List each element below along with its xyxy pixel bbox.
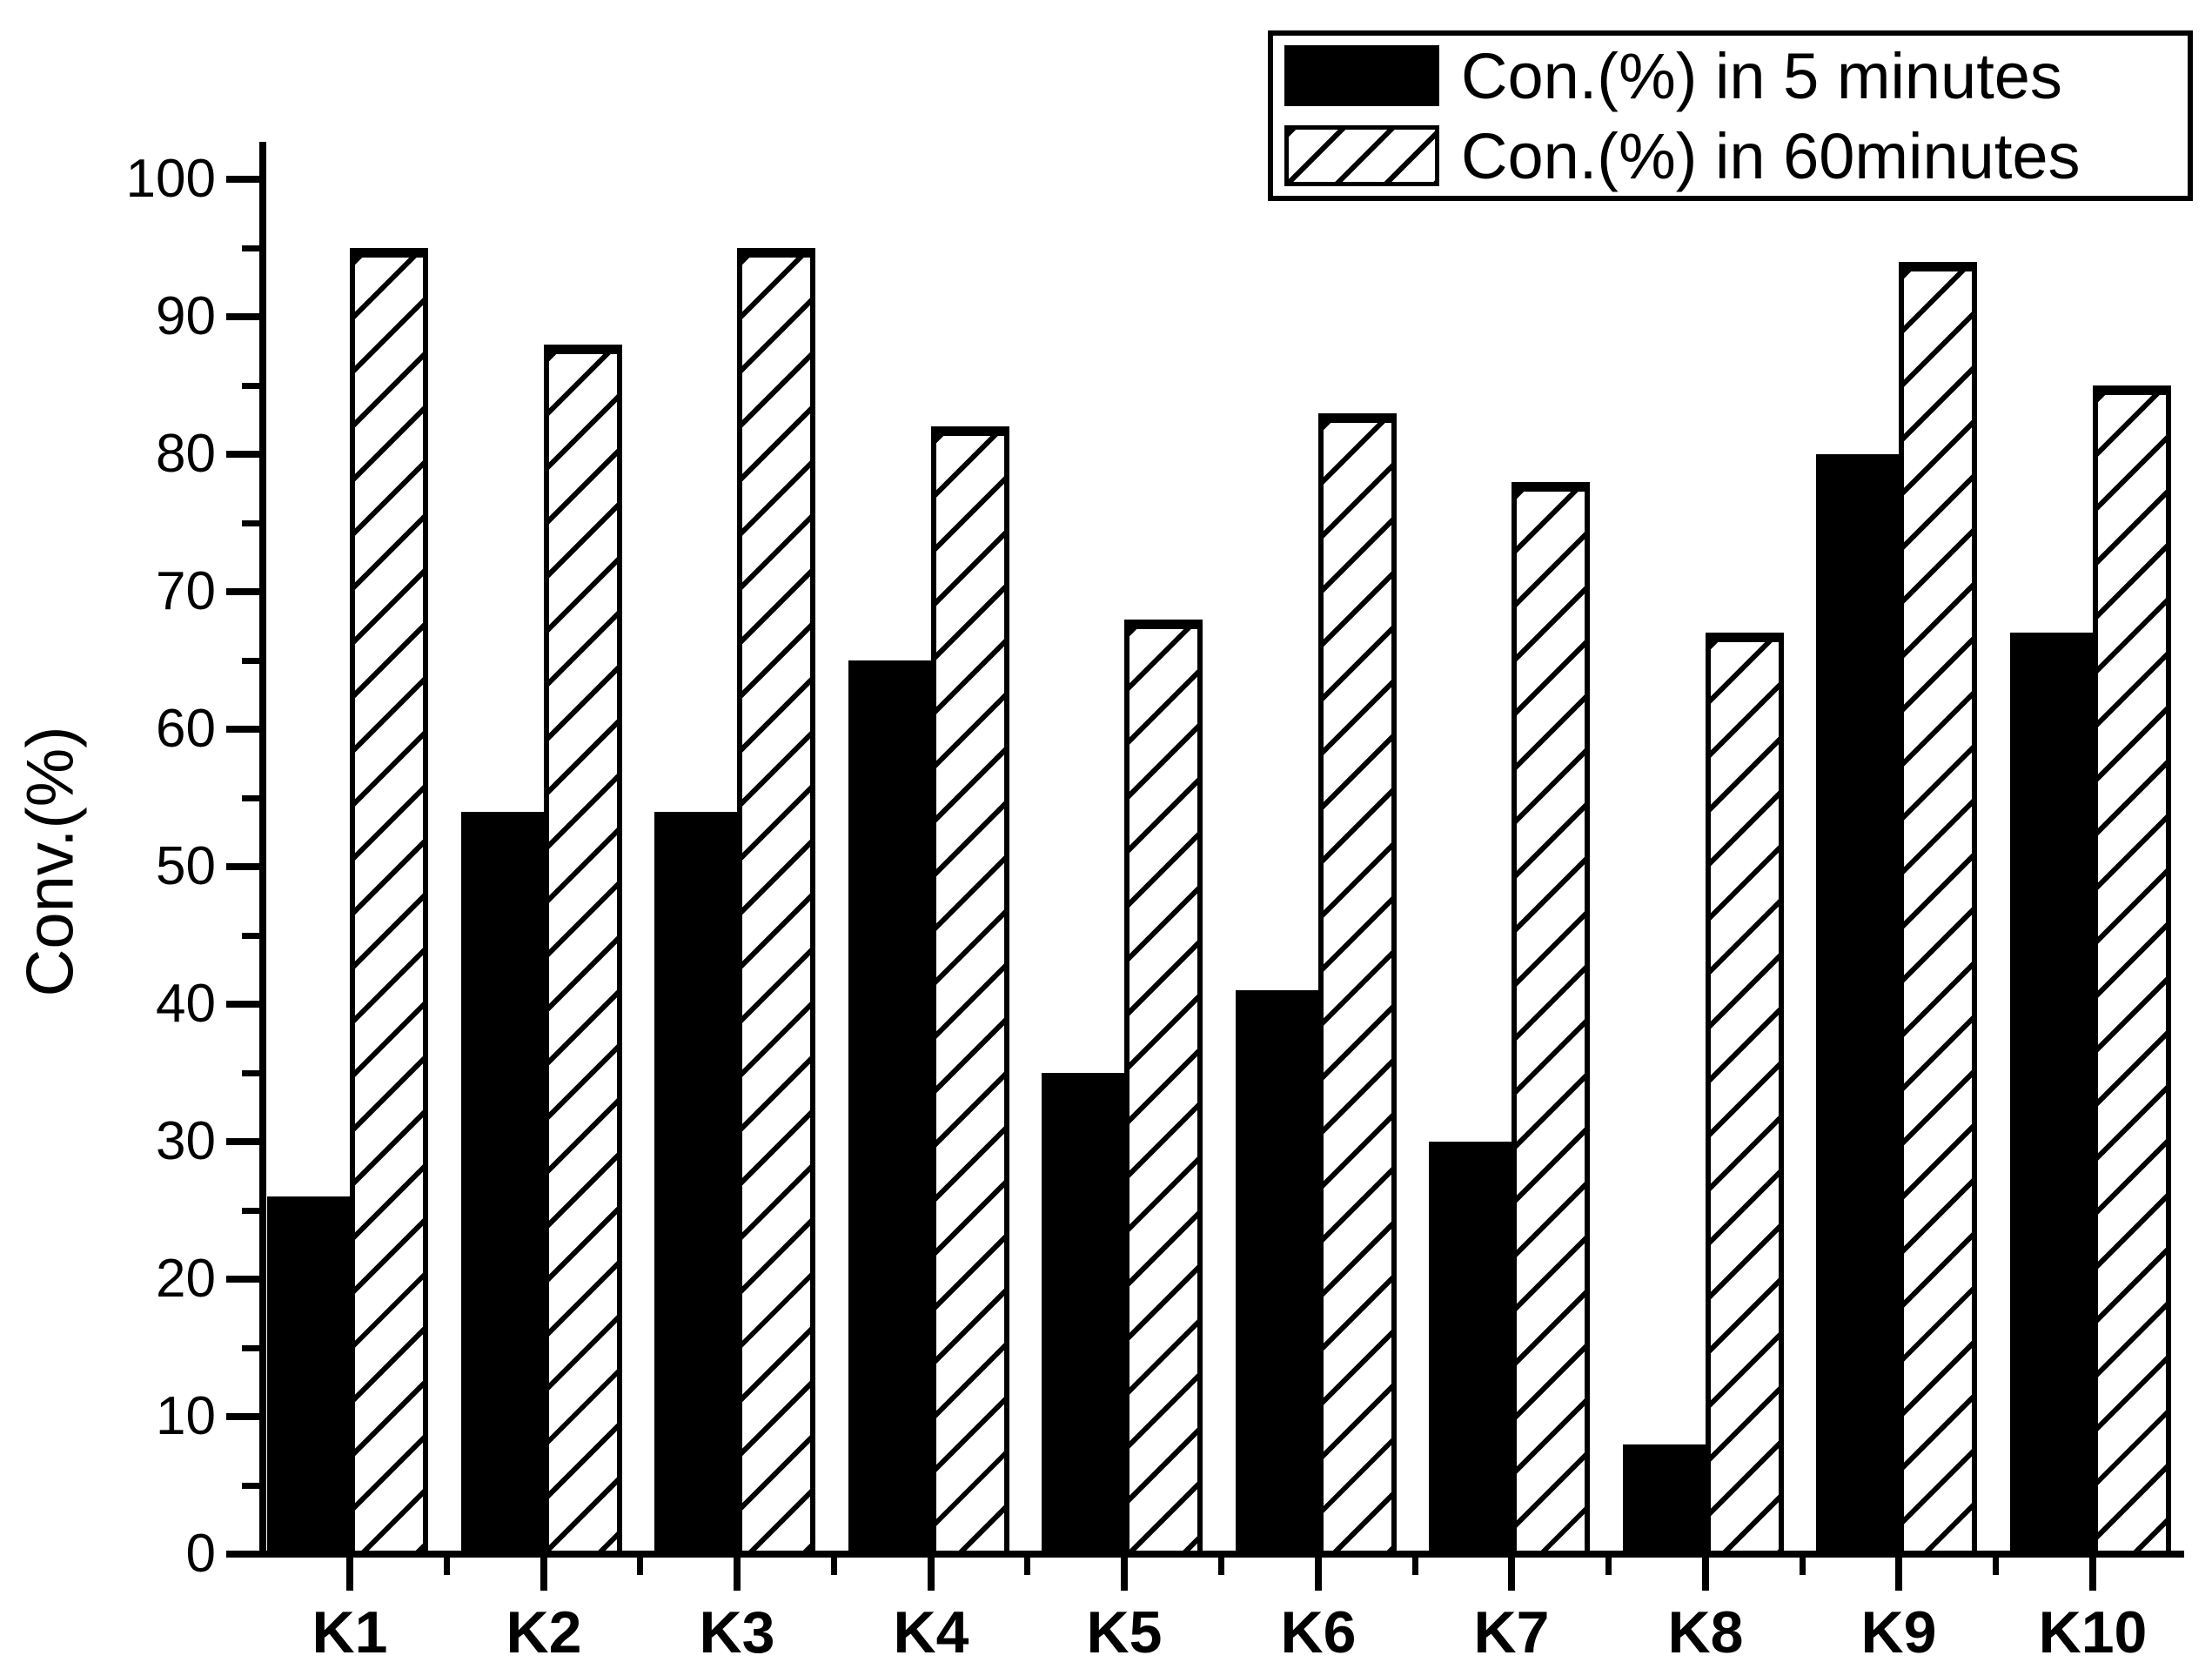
x-category-label: K8 (1667, 1599, 1744, 1662)
y-major-tick (226, 1551, 259, 1558)
bar-k6-60min (1318, 413, 1397, 1556)
y-tick-label: 0 (185, 1524, 216, 1584)
y-tick-label: 50 (156, 836, 216, 896)
x-minor-tick (1024, 1558, 1030, 1575)
x-category-label: K9 (1860, 1599, 1937, 1662)
y-minor-tick (242, 1483, 259, 1489)
bar-k6-5min (1236, 990, 1318, 1556)
x-category-label: K10 (2038, 1599, 2148, 1662)
x-major-tick (1702, 1558, 1709, 1591)
y-major-tick (226, 176, 259, 183)
bar-k10-60min (2093, 385, 2171, 1556)
x-minor-tick (1993, 1558, 1999, 1575)
x-major-tick (1121, 1558, 1128, 1591)
x-category-label: K3 (699, 1599, 775, 1662)
bar-k1-60min (350, 248, 428, 1556)
bar-k4-5min (848, 660, 931, 1556)
x-major-tick (346, 1558, 353, 1591)
y-minor-tick (242, 383, 259, 389)
bar-k8-60min (1706, 633, 1784, 1556)
y-major-tick (226, 588, 259, 595)
x-major-tick (540, 1558, 547, 1591)
bar-k7-60min (1512, 482, 1590, 1556)
x-category-label: K2 (506, 1599, 582, 1662)
legend-item: Con.(%) in 5 minutes (1284, 39, 2188, 113)
bar-k2-60min (544, 345, 622, 1556)
y-major-tick (226, 1413, 259, 1420)
y-tick-label: 30 (156, 1111, 216, 1171)
legend-label: Con.(%) in 5 minutes (1461, 39, 2062, 112)
y-tick-label: 40 (156, 974, 216, 1034)
y-major-tick (226, 726, 259, 733)
legend-swatch-hatched (1284, 125, 1439, 186)
x-axis-line (259, 1551, 2184, 1558)
bar-k2-5min (461, 812, 544, 1556)
y-tick-label: 70 (156, 561, 216, 621)
y-major-tick (226, 313, 259, 320)
y-minor-tick (242, 245, 259, 251)
y-tick-label: 60 (156, 699, 216, 759)
x-major-tick (1508, 1558, 1515, 1591)
x-minor-tick (637, 1558, 643, 1575)
x-major-tick (1895, 1558, 1902, 1591)
bar-k8-5min (1623, 1444, 1706, 1556)
x-category-label: K1 (312, 1599, 388, 1662)
bar-k5-5min (1042, 1073, 1124, 1556)
legend-label: Con.(%) in 60minutes (1461, 119, 2081, 192)
x-minor-tick (444, 1558, 450, 1575)
x-minor-tick (1218, 1558, 1224, 1575)
x-minor-tick (1605, 1558, 1612, 1575)
bar-k5-60min (1124, 620, 1203, 1556)
x-category-label: K4 (893, 1599, 969, 1662)
x-major-tick (2089, 1558, 2096, 1591)
y-minor-tick (242, 1208, 259, 1214)
y-minor-tick (242, 658, 259, 664)
y-axis-title: Conv.(%) (13, 726, 88, 997)
y-minor-tick (242, 1070, 259, 1076)
x-major-tick (734, 1558, 741, 1591)
y-tick-label: 80 (156, 424, 216, 484)
y-major-tick (226, 451, 259, 458)
bar-k7-5min (1429, 1142, 1512, 1556)
bar-k9-60min (1899, 262, 1977, 1556)
x-minor-tick (1800, 1558, 1806, 1575)
y-tick-label: 10 (156, 1386, 216, 1446)
y-major-tick (226, 1001, 259, 1008)
y-tick-label: 100 (125, 149, 216, 209)
y-tick-label: 20 (156, 1249, 216, 1309)
legend: Con.(%) in 5 minutes Con.(%) in 60minutes (1268, 30, 2193, 201)
y-minor-tick (242, 795, 259, 801)
y-minor-tick (242, 933, 259, 939)
bar-k4-60min (931, 426, 1009, 1556)
x-major-tick (928, 1558, 935, 1591)
x-category-label: K7 (1473, 1599, 1550, 1662)
legend-swatch-solid (1284, 45, 1439, 106)
x-major-tick (1315, 1558, 1322, 1591)
y-minor-tick (242, 520, 259, 526)
y-axis-line (259, 142, 266, 1558)
y-major-tick (226, 1276, 259, 1283)
y-minor-tick (242, 1345, 259, 1351)
x-minor-tick (831, 1558, 837, 1575)
bar-k1-5min (267, 1196, 350, 1556)
y-major-tick (226, 863, 259, 870)
legend-item: Con.(%) in 60minutes (1284, 119, 2188, 193)
x-category-label: K5 (1086, 1599, 1163, 1662)
bar-k3-5min (654, 812, 737, 1556)
bar-k10-5min (2010, 633, 2093, 1556)
y-tick-label: 90 (156, 286, 216, 346)
x-category-label: K6 (1280, 1599, 1357, 1662)
bar-k3-60min (737, 248, 815, 1556)
y-major-tick (226, 1138, 259, 1145)
x-minor-tick (1412, 1558, 1418, 1575)
bar-k9-5min (1816, 454, 1899, 1556)
